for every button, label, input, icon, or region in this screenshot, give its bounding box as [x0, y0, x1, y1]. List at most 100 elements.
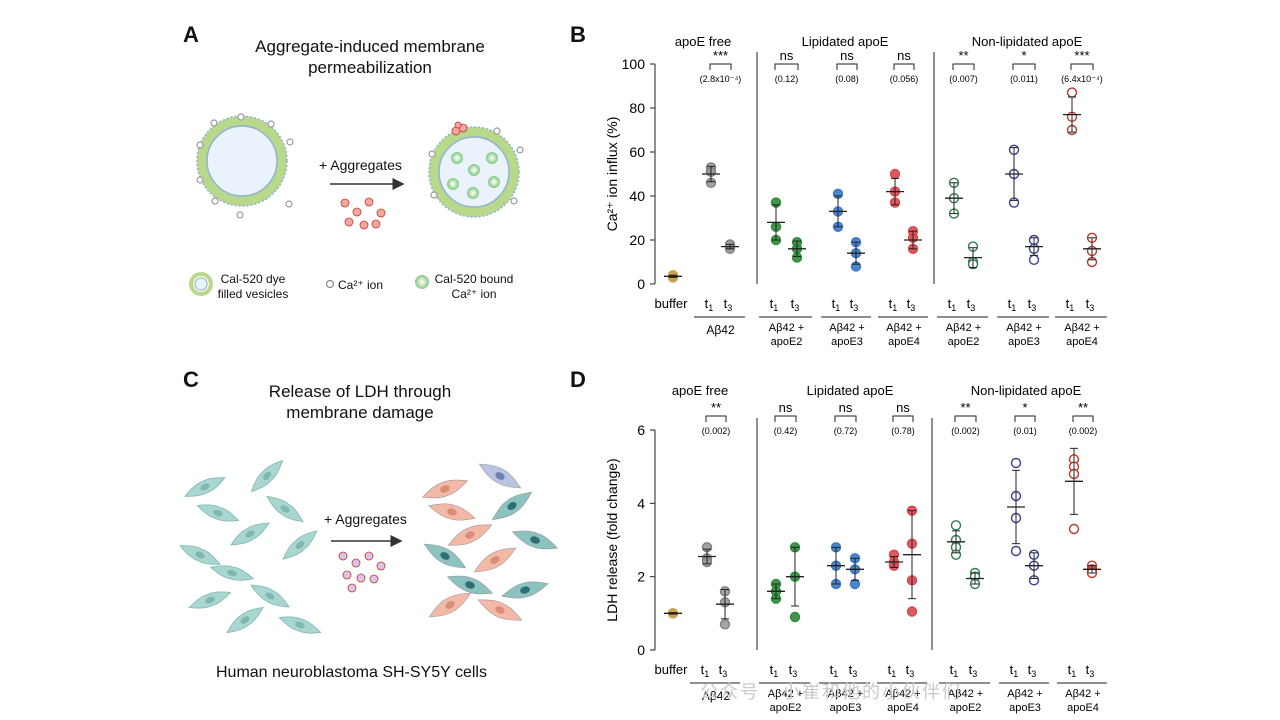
x-tick-label: t1 — [701, 662, 710, 679]
panel-c-title: Release of LDH through membrane damage — [268, 382, 452, 422]
x-tick-label: t1 — [770, 662, 779, 679]
x-group-label: Aβ42 — [706, 323, 735, 337]
calcium-ions-outside-left — [196, 113, 294, 219]
cell-untreated — [184, 477, 226, 497]
panel-a-schematic — [189, 113, 524, 296]
x-tick-label: t3 — [849, 662, 858, 679]
panel-a-arrow-label: + Aggregates — [319, 157, 402, 173]
panel-letter-c: C — [183, 367, 199, 392]
p-value-label: (0.002) — [1069, 426, 1098, 436]
panel-c-schematic — [179, 459, 559, 634]
p-value-label: (0.011) — [1010, 74, 1038, 84]
legend-dye-vesicle-label: Cal-520 dye filled vesicles — [217, 272, 289, 301]
data-point — [1010, 457, 1022, 469]
cell-untreated — [196, 504, 240, 522]
significance-stars: ** — [960, 400, 970, 415]
x-tick-label: t3 — [791, 296, 800, 313]
x-tick-label: t1 — [770, 296, 779, 313]
y-tick-label: 6 — [637, 422, 645, 438]
significance-stars: ns — [780, 48, 794, 63]
p-value-label: (6.4x10⁻⁴) — [1061, 74, 1103, 84]
x-group-label: apoE3 — [830, 702, 862, 714]
section-label: Lipidated apoE — [802, 34, 889, 49]
cell-treated — [491, 491, 533, 521]
cell-treated — [478, 463, 522, 489]
cell-treated — [446, 575, 494, 595]
cell-untreated — [266, 495, 304, 523]
y-tick-label: 100 — [622, 56, 646, 72]
significance-stars: ns — [840, 48, 854, 63]
significance-stars: ns — [896, 400, 910, 415]
significance-bracket — [836, 63, 858, 70]
x-tick-label: t1 — [888, 662, 897, 679]
x-tick-label: t3 — [906, 662, 915, 679]
x-tick-label: t1 — [1010, 662, 1019, 679]
x-group-label: Aβ42 + — [948, 688, 983, 700]
significance-bracket — [952, 63, 975, 70]
significance-bracket — [1072, 415, 1094, 422]
data-point — [789, 611, 801, 623]
p-value-label: (0.002) — [702, 426, 731, 436]
panel-letter-b: B — [570, 22, 586, 47]
x-tick-label: t1 — [950, 662, 959, 679]
x-group-label: apoE3 — [831, 336, 863, 348]
x-tick-label: t1 — [889, 296, 898, 313]
data-point — [950, 520, 962, 531]
legend-ca-ion-label: Ca²⁺ ion — [338, 278, 384, 292]
significance-bracket — [1070, 63, 1094, 70]
section-label: apoE free — [672, 383, 728, 398]
cell-untreated — [209, 565, 255, 581]
x-group-label: apoE3 — [1009, 702, 1041, 714]
x-tick-label: t1 — [832, 296, 841, 313]
x-tick-label: t3 — [969, 662, 978, 679]
significance-stars: ** — [711, 400, 721, 415]
x-tick-label: t1 — [1008, 296, 1017, 313]
data-point — [906, 606, 918, 617]
chart-b-ca-influx: 0 20 40 60 80 100 Ca²⁺ ion influx (%) apoE free… — [604, 34, 1107, 348]
p-value-label: (0.78) — [891, 426, 915, 436]
cell-treated — [428, 592, 472, 618]
data-point — [1010, 545, 1022, 557]
intact-vesicle — [196, 115, 288, 207]
significance-bracket — [1014, 415, 1036, 422]
y-tick-label: 20 — [629, 232, 645, 248]
significance-stars: * — [1022, 400, 1027, 415]
y-tick-label: 0 — [637, 276, 645, 292]
x-tick-label: t3 — [1028, 296, 1037, 313]
x-group-label: Aβ42 + — [828, 688, 863, 700]
chart-d-ldh-release: 0 2 4 6 LDH release (fold change) apoE free Li… — [604, 383, 1107, 714]
cell-untreated — [282, 530, 318, 560]
y-tick-label: 80 — [629, 100, 645, 116]
x-tick-label: t3 — [719, 662, 728, 679]
data-point — [1028, 254, 1040, 265]
cell-treated — [477, 599, 523, 621]
permeabilized-vesicle — [428, 121, 524, 218]
x-tick-label: t3 — [1086, 296, 1095, 313]
section-label: apoE free — [675, 34, 731, 49]
significance-bracket — [954, 415, 977, 422]
x-group-label: apoE2 — [948, 336, 980, 348]
cell-treated — [501, 581, 549, 599]
data-point — [1066, 87, 1078, 98]
y-tick-label: 60 — [629, 144, 645, 160]
cell-untreated — [188, 591, 232, 609]
x-group-label: Aβ42 + — [1065, 688, 1100, 700]
y-axis-label: Ca²⁺ ion influx (%) — [604, 117, 620, 232]
x-group-label: apoE2 — [950, 702, 982, 714]
cell-untreated — [250, 584, 290, 608]
significance-stars: ** — [1078, 400, 1088, 415]
aggregate-cluster-c — [338, 551, 386, 593]
p-value-label: (0.007) — [949, 74, 978, 84]
significance-bracket — [774, 415, 797, 422]
significance-bracket — [709, 63, 732, 70]
data-point — [889, 168, 901, 180]
significance-stars: * — [1021, 48, 1026, 63]
significance-stars: ** — [958, 48, 968, 63]
significance-stars: ns — [779, 400, 793, 415]
x-group-label: apoE4 — [887, 702, 919, 714]
y-tick-label: 2 — [637, 569, 645, 585]
cell-treated — [428, 503, 476, 521]
p-value-label: (0.12) — [775, 74, 799, 84]
x-group-label: buffer — [654, 296, 688, 311]
